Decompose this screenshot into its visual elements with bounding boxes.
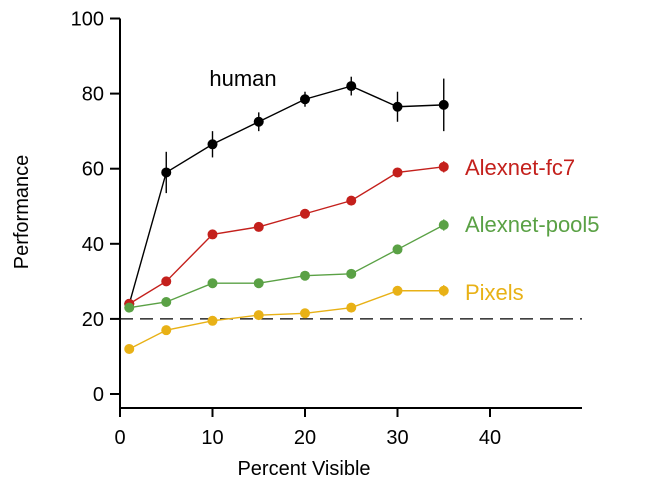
series-label-alexnet-fc7: Alexnet-fc7 — [465, 155, 575, 180]
y-tick-label: 100 — [71, 9, 104, 31]
data-point — [346, 195, 357, 206]
series-labels: human Alexnet-fc7 Alexnet-pool5 Pixels — [209, 66, 599, 305]
data-point — [438, 285, 449, 296]
series-label-human: human — [209, 66, 276, 91]
data-point — [161, 297, 172, 308]
data-point — [207, 278, 218, 289]
plot-area — [124, 76, 449, 354]
data-point — [207, 229, 218, 240]
data-point — [346, 81, 357, 92]
data-point — [392, 101, 403, 112]
series-alexnet-pool5 — [124, 219, 449, 313]
series-line — [128, 166, 444, 305]
data-point — [300, 308, 310, 319]
y-tick-label: 60 — [82, 159, 104, 181]
data-point — [300, 208, 310, 219]
data-point — [253, 221, 264, 232]
data-point — [392, 244, 403, 255]
data-point — [253, 310, 264, 321]
series-line — [129, 224, 445, 309]
chart-axes: 0 20 40 60 80 100 0 10 20 30 40 — [71, 9, 582, 449]
x-tick-label: 0 — [114, 427, 125, 449]
data-point — [438, 220, 449, 231]
data-point — [161, 167, 172, 178]
data-point — [438, 99, 449, 110]
x-tick-label: 40 — [479, 427, 501, 449]
data-point — [161, 276, 172, 287]
data-point — [392, 167, 403, 178]
data-point — [124, 343, 135, 354]
data-point — [438, 161, 449, 172]
data-point — [300, 270, 310, 281]
x-tick-label: 10 — [201, 427, 223, 449]
data-point — [346, 302, 357, 313]
y-tick-label: 20 — [82, 309, 104, 331]
y-tick-label: 80 — [82, 84, 104, 106]
series-line — [128, 290, 444, 350]
y-tick-label: 40 — [82, 234, 104, 256]
x-tick-label: 30 — [386, 427, 408, 449]
data-point — [253, 116, 264, 127]
series-pixels — [124, 285, 449, 354]
y-tick-label: 0 — [93, 384, 104, 406]
x-tick-label: 20 — [294, 427, 316, 449]
data-point — [207, 139, 218, 150]
series-line — [128, 85, 444, 305]
series-human — [124, 76, 449, 309]
series-label-pixels: Pixels — [465, 280, 524, 305]
data-point — [207, 315, 218, 326]
data-point — [124, 302, 135, 313]
series-label-alexnet-pool5: Alexnet-pool5 — [465, 212, 600, 237]
data-point — [161, 325, 172, 336]
data-point — [346, 268, 357, 279]
data-point — [253, 278, 264, 289]
data-point — [300, 94, 310, 105]
x-axis-label: Percent Visible — [237, 458, 370, 480]
series-alexnet-fc7 — [124, 161, 449, 309]
y-axis-label: Performance — [11, 155, 33, 270]
data-point — [392, 285, 403, 296]
